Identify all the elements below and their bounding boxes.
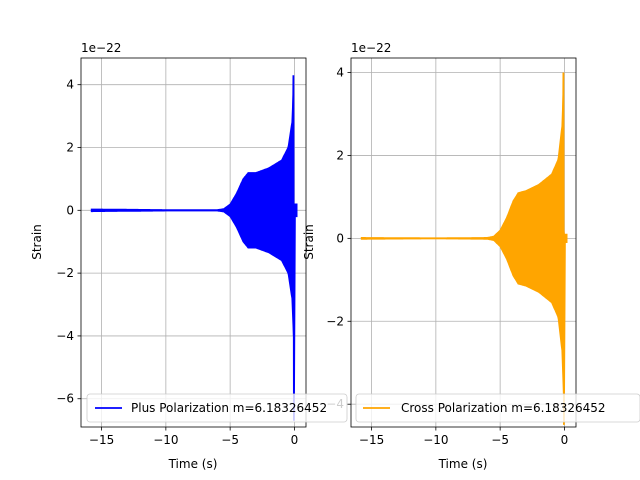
y-tick-label: 2 bbox=[336, 148, 344, 162]
y-tick-label: −4 bbox=[56, 329, 74, 343]
left-x-ticks: −15 −10 −5 0 bbox=[89, 427, 298, 447]
y-tick-label: 2 bbox=[66, 141, 74, 155]
x-tick-label: 0 bbox=[291, 433, 299, 447]
y-tick-label: 4 bbox=[336, 66, 344, 80]
x-tick-label: −10 bbox=[153, 433, 178, 447]
right-y-axis-label: Strain bbox=[302, 224, 316, 260]
right-x-ticks: −15 −10 −5 0 bbox=[359, 427, 568, 447]
right-x-axis-label: Time (s) bbox=[438, 457, 488, 471]
y-tick-label: 0 bbox=[336, 231, 344, 245]
y-tick-label: −2 bbox=[56, 266, 74, 280]
right-axes-frame bbox=[350, 57, 577, 428]
x-tick-label: −5 bbox=[491, 433, 509, 447]
left-legend-label: Plus Polarization m=6.18326452 bbox=[131, 401, 327, 415]
x-tick-label: −5 bbox=[221, 433, 239, 447]
y-tick-label: −6 bbox=[56, 392, 74, 406]
y-tick-label: 4 bbox=[66, 78, 74, 92]
right-legend-box bbox=[355, 393, 640, 423]
right-legend: Cross Polarization m=6.18326452 bbox=[355, 393, 640, 423]
left-x-axis-label: Time (s) bbox=[168, 457, 218, 471]
left-axes-frame bbox=[80, 57, 307, 428]
y-tick-label: 0 bbox=[66, 203, 74, 217]
left-y-axis-label: Strain bbox=[30, 224, 44, 260]
x-tick-label: 0 bbox=[561, 433, 569, 447]
x-tick-label: −10 bbox=[423, 433, 448, 447]
left-offset-label: 1e−22 bbox=[81, 41, 121, 55]
right-legend-label: Cross Polarization m=6.18326452 bbox=[401, 401, 606, 415]
plus-polarization-panel: −15 −10 −5 0 −6 −4 −2 0 2 4 1e−22 Time (s) Strai… bbox=[30, 41, 307, 471]
right-offset-label: 1e−22 bbox=[351, 41, 391, 55]
left-legend: Plus Polarization m=6.18326452 bbox=[86, 393, 348, 423]
y-tick-label: −2 bbox=[326, 314, 344, 328]
x-tick-label: −15 bbox=[359, 433, 384, 447]
left-y-ticks: −6 −4 −2 0 2 4 bbox=[56, 78, 81, 406]
left-legend-box bbox=[86, 393, 348, 423]
x-tick-label: −15 bbox=[89, 433, 114, 447]
